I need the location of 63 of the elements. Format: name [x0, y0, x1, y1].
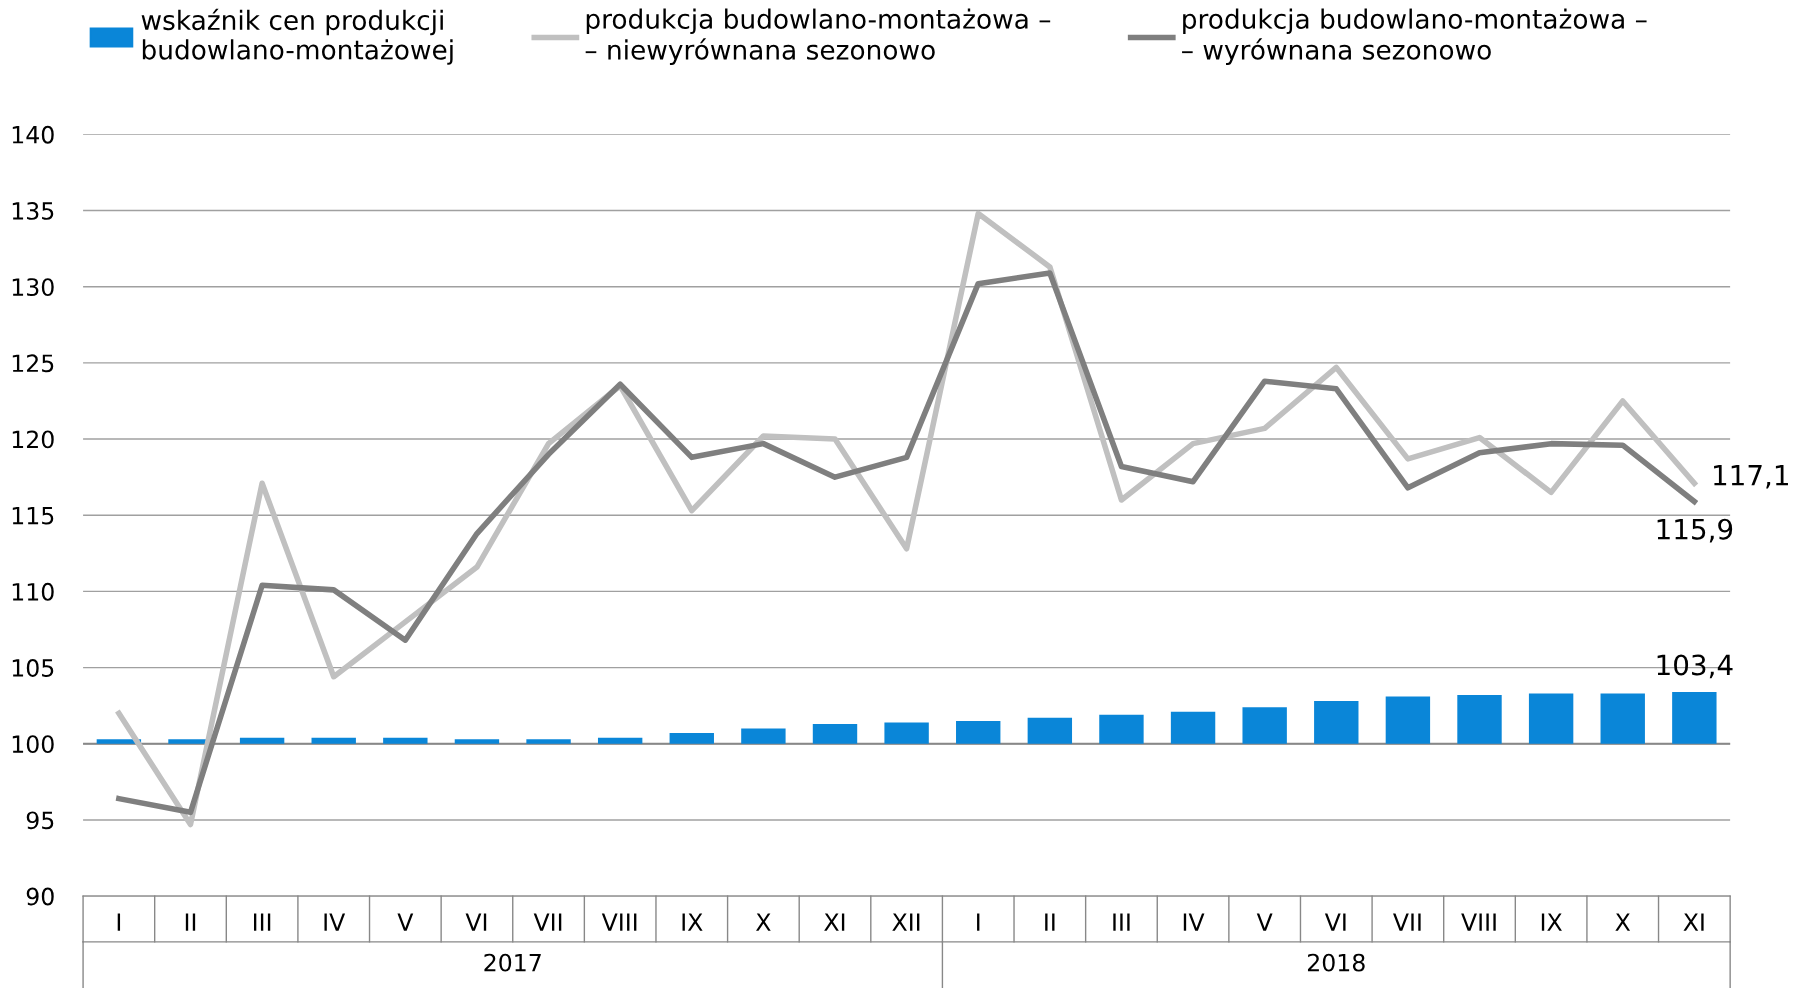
- x-tick-label: VI: [465, 913, 487, 931]
- y-tick-label: 90: [26, 887, 54, 906]
- bar: [1314, 701, 1359, 744]
- bar: [956, 720, 1001, 744]
- y-tick-label: 105: [12, 659, 54, 677]
- bar: [1099, 714, 1144, 744]
- bar: [383, 737, 428, 744]
- x-tick-label: X: [1615, 913, 1631, 931]
- bar: [1385, 696, 1431, 744]
- data-label: 117,1: [1714, 465, 1788, 489]
- x-tick-label: VII: [1393, 913, 1421, 931]
- text: 2018: [1307, 953, 1365, 972]
- x-tick-label: XI: [824, 913, 845, 931]
- bar: [597, 737, 643, 744]
- bar: [526, 739, 571, 744]
- x-tick-label: III: [1113, 913, 1130, 931]
- x-tick-label: VII: [533, 913, 562, 931]
- y-tick-label: 125: [12, 354, 54, 373]
- x-tick-label: II: [185, 913, 196, 931]
- x-tick-label: IX: [1541, 913, 1562, 931]
- bar: [1528, 693, 1574, 744]
- x-tick-label: V: [397, 913, 414, 931]
- y-tick-label: 140: [12, 125, 54, 144]
- legend-label: wskaźnik cen produkcji budowlano-montażowej: [141, 8, 453, 65]
- legend-label: produkcja budowlano-montażowa – – wyrównana sezonowo: [1182, 8, 1647, 65]
- y-tick-label: 120: [12, 430, 54, 449]
- bar: [311, 737, 356, 744]
- x-tick-label: I: [117, 913, 121, 931]
- y-tick-label: 95: [26, 811, 54, 830]
- bar: [741, 728, 786, 744]
- bar: [1457, 695, 1502, 744]
- bar: [454, 739, 500, 744]
- bar: [884, 722, 929, 744]
- bar: [1600, 693, 1645, 744]
- data-label: 115,9: [1657, 518, 1733, 543]
- x-tick-label: II: [1045, 913, 1055, 931]
- data-label: 103,4: [1657, 654, 1733, 679]
- y-tick-label: 115: [12, 507, 54, 525]
- x-tick-label: VIII: [601, 913, 637, 931]
- x-tick-label: V: [1256, 913, 1273, 931]
- bar: [1027, 717, 1073, 744]
- bar: [812, 723, 858, 744]
- legend-label: produkcja budowlano-montażowa – – niewyrównana sezonowo: [585, 8, 1051, 65]
- x-tick-label: XI: [1683, 913, 1704, 931]
- y-tick-label: 110: [12, 582, 54, 601]
- bar: [669, 733, 714, 744]
- x-tick-label: VI: [1324, 913, 1346, 931]
- x-tick-label: X: [756, 913, 771, 931]
- x-tick-label: IX: [682, 913, 703, 931]
- x-tick-label: VIII: [1461, 913, 1496, 931]
- bar: [1170, 711, 1216, 744]
- x-tick-label: I: [977, 913, 980, 931]
- y-tick-label: 100: [12, 735, 54, 754]
- x-tick-label: IV: [1183, 913, 1205, 931]
- x-tick-label: III: [253, 913, 271, 931]
- y-tick-label: 135: [12, 201, 54, 220]
- x-tick-label: XII: [892, 913, 920, 931]
- x-tick-label: IV: [324, 913, 346, 931]
- bar: [239, 737, 285, 744]
- bar: [1672, 691, 1717, 744]
- text: 2017: [484, 953, 541, 972]
- bar: [1242, 707, 1287, 744]
- y-tick-label: 130: [12, 278, 54, 297]
